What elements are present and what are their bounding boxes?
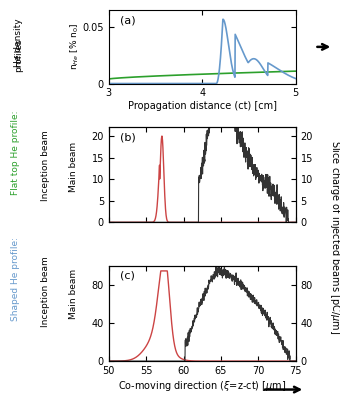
Text: (c): (c) [120,271,135,281]
Text: Inception beam: Inception beam [41,256,50,327]
Text: Shaped He profile:: Shaped He profile: [11,237,20,322]
X-axis label: Propagation distance (ct) [cm]: Propagation distance (ct) [cm] [128,101,277,111]
Text: (a): (a) [120,16,136,25]
Text: He density: He density [14,18,23,67]
Text: Main beam: Main beam [69,142,78,192]
Text: Main beam: Main beam [69,269,78,319]
X-axis label: Co-moving direction ($\xi$=z-ct) [$\mu$m]: Co-moving direction ($\xi$=z-ct) [$\mu$m… [118,379,287,393]
Y-axis label: n$_{He}$ [% n$_0$]: n$_{He}$ [% n$_0$] [69,23,81,71]
Text: Flat top He profile:: Flat top He profile: [11,111,20,195]
Text: profiles: profiles [14,38,23,72]
Text: Inception beam: Inception beam [41,130,50,201]
Text: Slice charge of injected beams [pC/$\mu$m]: Slice charge of injected beams [pC/$\mu$… [328,140,340,334]
Text: (b): (b) [120,132,136,142]
